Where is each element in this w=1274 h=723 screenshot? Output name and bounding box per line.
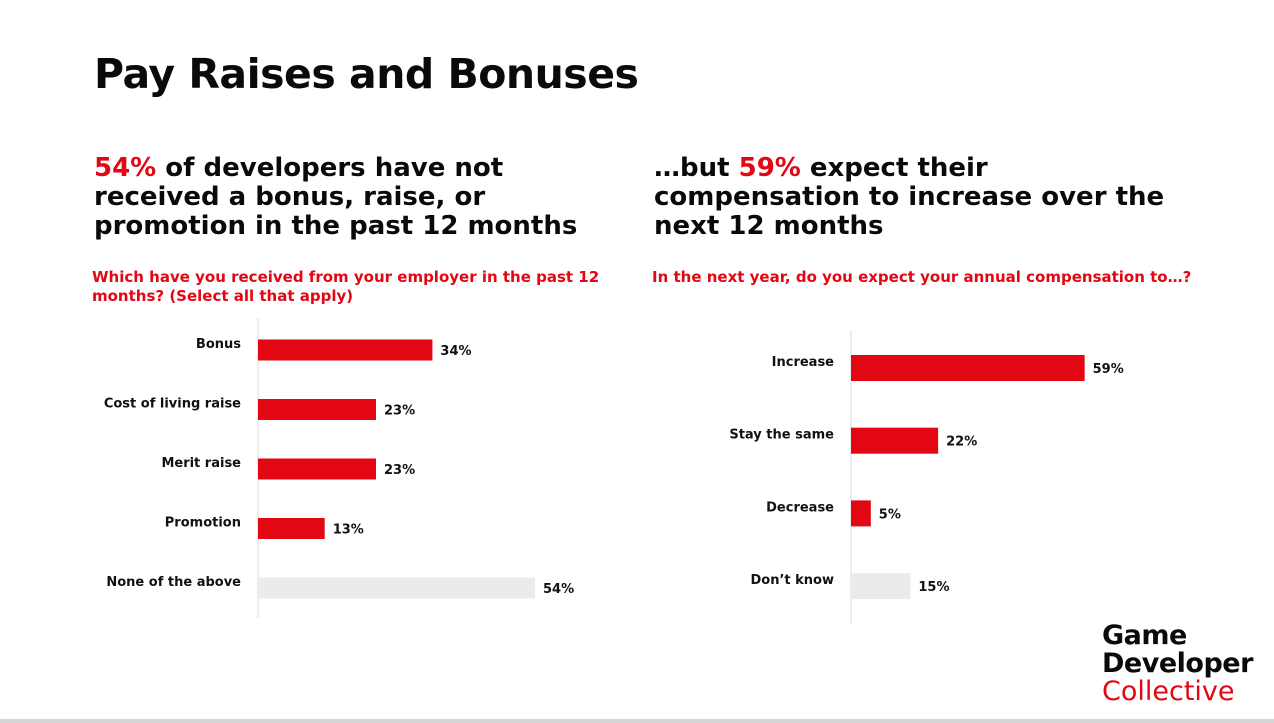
bar-don-t-know [851,573,911,600]
left-chart-question: Which have you received from your employ… [92,268,600,305]
logo-line-collective: Collective [1102,676,1235,707]
category-label-merit-raise: Merit raise [161,456,241,471]
value-label-none-of-the-above: 54% [543,582,574,597]
bar-stay-the-same [851,427,939,454]
received-benefits-bar-chart: Bonus 34% Cost of living raise 23% Merit rai… [104,318,574,618]
right-headline-lead: …but [654,153,739,183]
game-developer-collective-logo: Game Developer Collective [1102,622,1253,706]
value-label-merit-raise: 23% [384,463,415,478]
compensation-expectation-bar-chart: Increase 59% Stay the same 22% Decrease 5% Don… [729,330,1124,624]
value-label-cost-of-living-raise: 23% [384,404,415,419]
category-label-stay-the-same: Stay the same [729,428,834,443]
value-label-increase: 59% [1093,362,1124,377]
category-label-increase: Increase [772,355,835,370]
value-label-decrease: 5% [879,507,901,522]
category-label-decrease: Decrease [766,500,834,515]
left-headline: 54% of developers have not received a bo… [94,154,594,241]
right-chart-question: In the next year, do you expect your ann… [652,268,1192,286]
right-headline-text: expect their compensation to increase ov… [654,153,1165,241]
category-label-promotion: Promotion [165,516,241,531]
logo-line-game: Game [1102,620,1187,651]
left-headline-percent: 54% [94,153,157,183]
value-label-stay-the-same: 22% [946,435,977,450]
value-label-don-t-know: 15% [918,580,949,595]
left-headline-text: of developers have not received a bonus,… [94,153,578,241]
right-headline-percent: 59% [738,153,801,183]
right-headline: …but 59% expect their compensation to in… [654,154,1174,241]
category-label-don-t-know: Don’t know [751,573,835,588]
bar-cost-of-living-raise [258,399,376,420]
bottom-divider [0,719,1274,723]
bar-decrease [851,500,871,527]
category-label-cost-of-living-raise: Cost of living raise [104,397,241,412]
bar-bonus [258,339,433,361]
bar-none-of-the-above [258,577,536,599]
page-title: Pay Raises and Bonuses [94,50,639,98]
bar-promotion [258,518,325,539]
category-label-bonus: Bonus [196,337,241,352]
logo-line-developer: Developer [1102,648,1253,679]
value-label-bonus: 34% [440,344,471,359]
bar-increase [851,355,1085,381]
bar-merit-raise [258,458,376,480]
value-label-promotion: 13% [333,523,364,538]
category-label-none-of-the-above: None of the above [106,575,241,590]
